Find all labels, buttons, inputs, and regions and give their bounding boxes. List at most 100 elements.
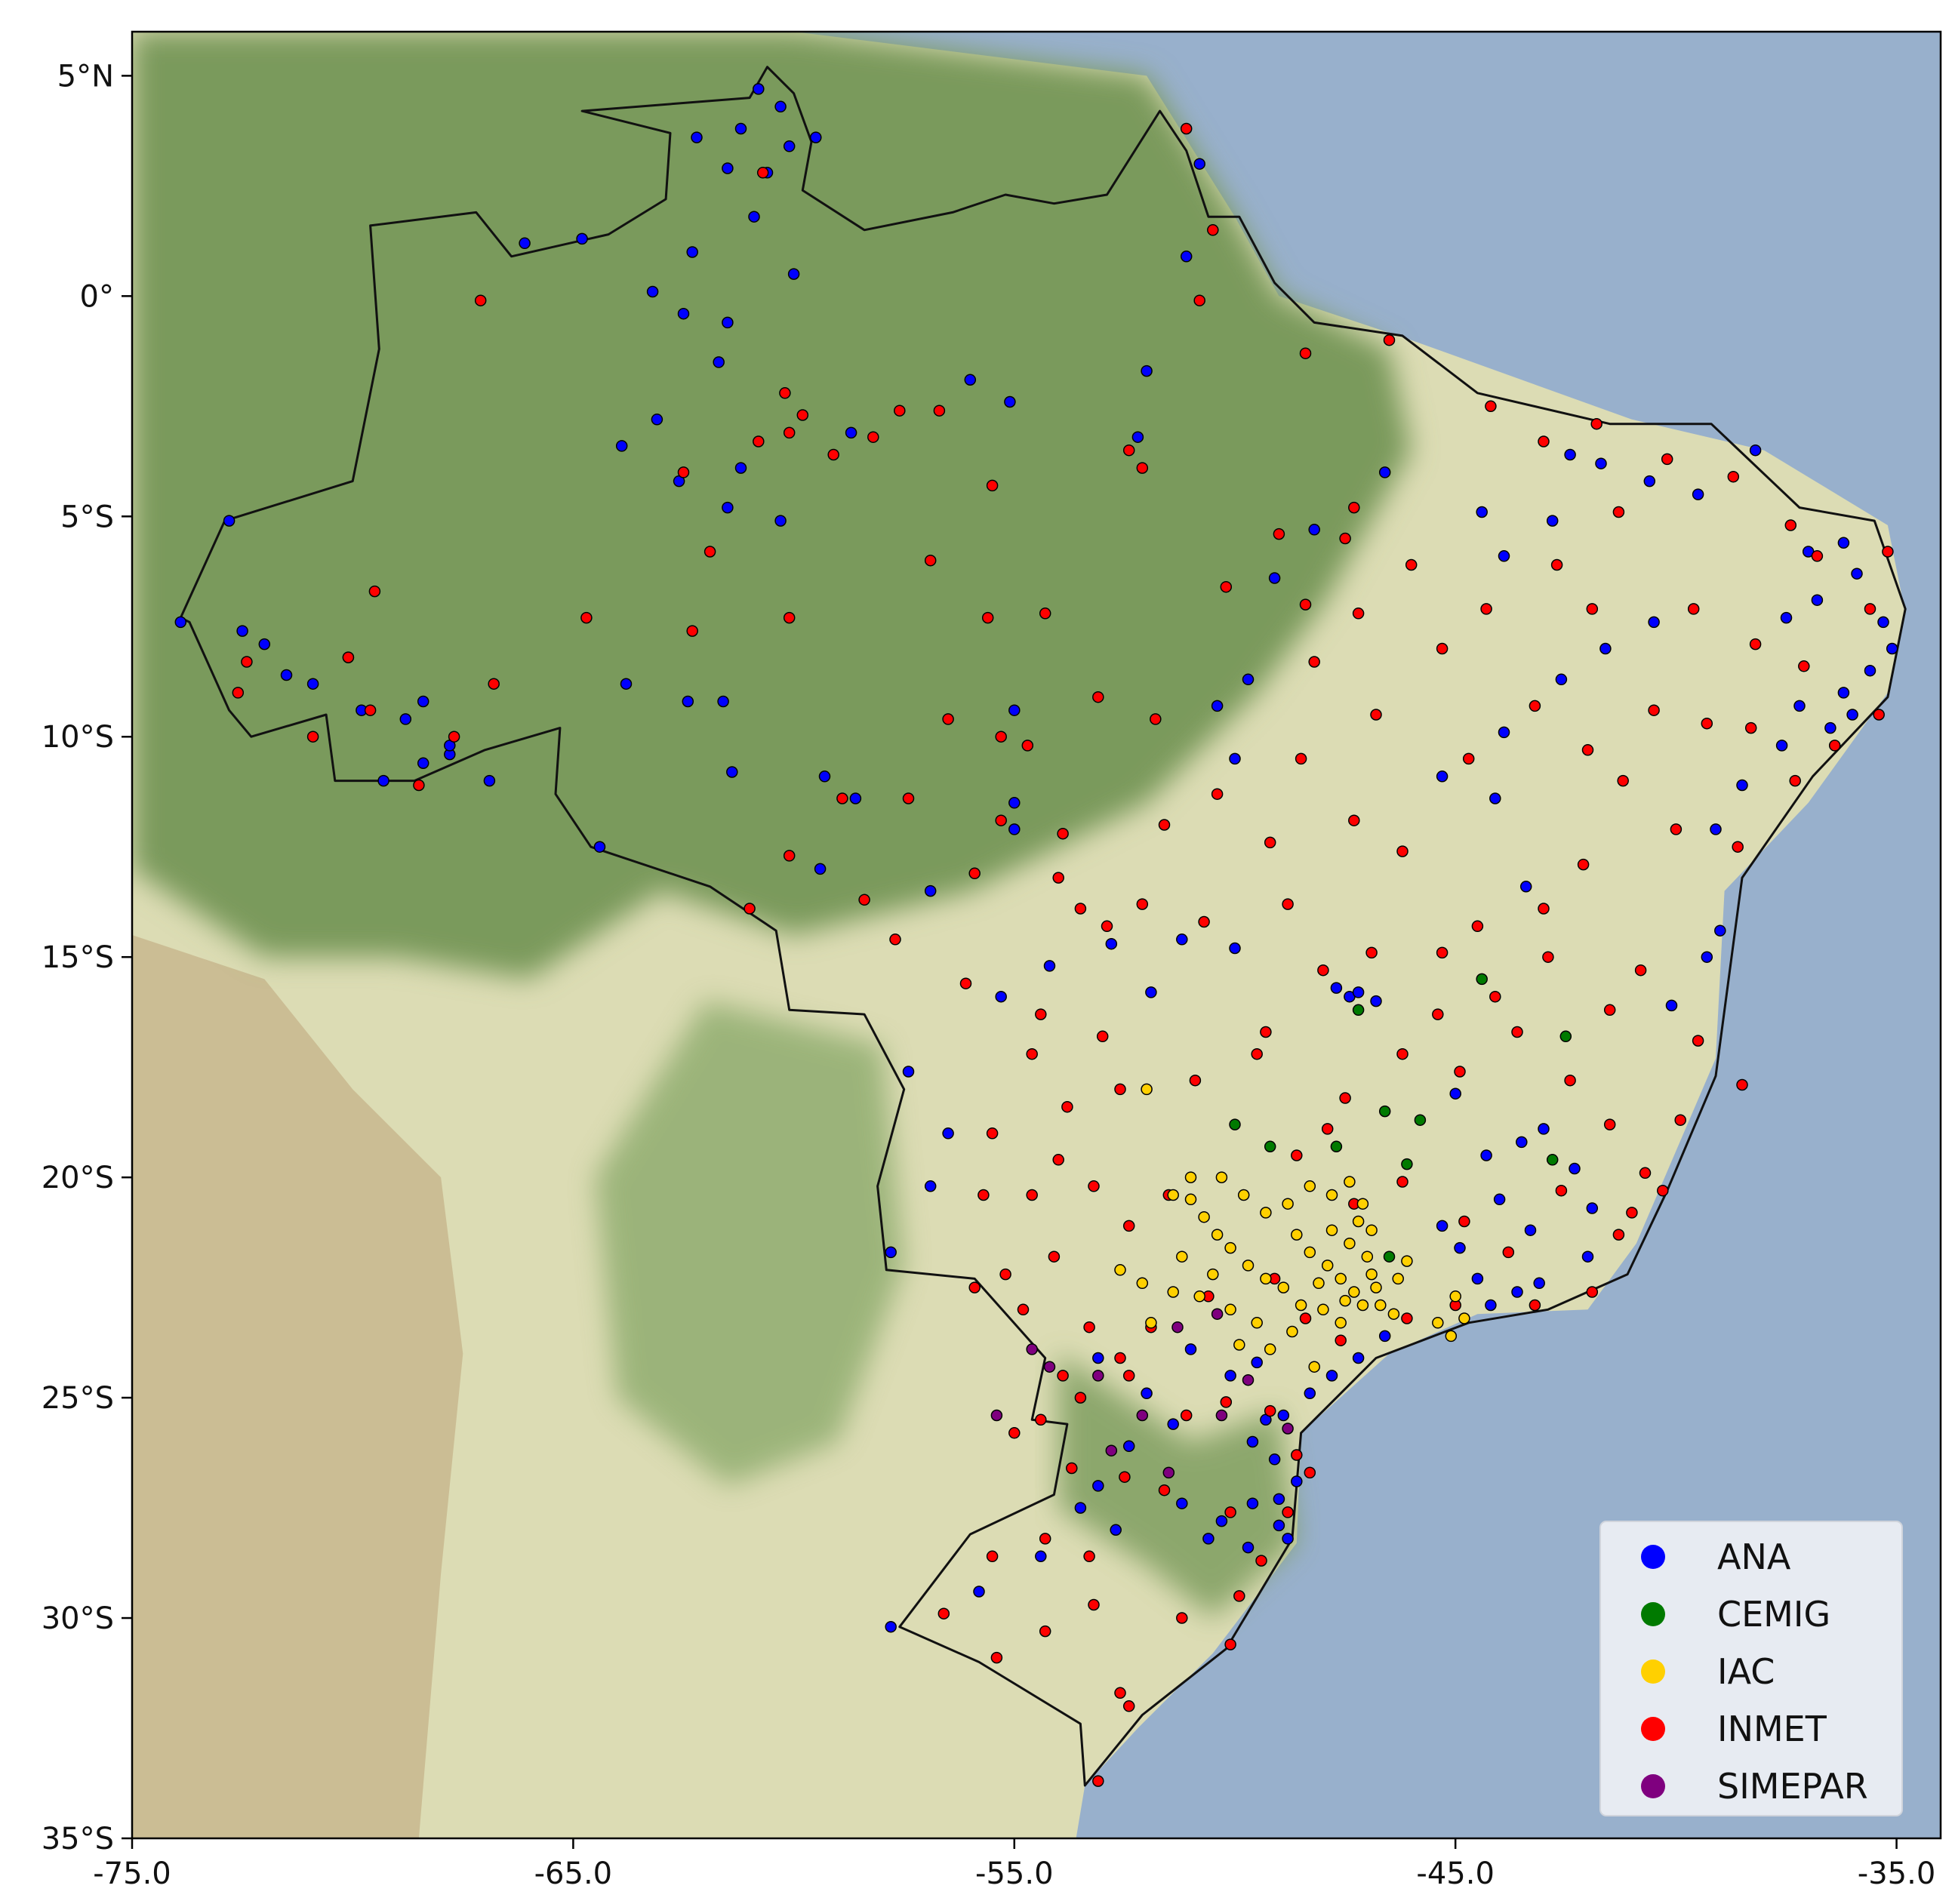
station-ana — [280, 669, 293, 681]
station-points — [174, 83, 1898, 1787]
x-axis: -75.0 -65.0 -55.0 -45.0 -35.0 — [93, 1838, 1935, 1891]
station-ana — [1489, 792, 1501, 804]
station-inmet — [1114, 1687, 1126, 1699]
station-inmet — [1462, 752, 1475, 765]
station-inmet — [241, 656, 253, 668]
station-cemig — [1559, 1030, 1572, 1043]
station-ana — [1184, 1343, 1197, 1355]
legend-label: ANA — [1717, 1536, 1791, 1577]
station-cemig — [1546, 1154, 1559, 1166]
station-inmet — [867, 431, 879, 443]
station-inmet — [1612, 1229, 1625, 1241]
station-ana — [1330, 982, 1343, 994]
station-ana — [1291, 1475, 1303, 1487]
station-ana — [1780, 611, 1793, 624]
station-inmet — [1057, 827, 1069, 840]
station-ana — [1268, 1453, 1281, 1466]
station-ana — [1851, 568, 1863, 580]
station-inmet — [1529, 700, 1541, 712]
legend-label: SIMEPAR — [1717, 1766, 1868, 1807]
station-inmet — [1092, 691, 1104, 703]
station-inmet — [1101, 920, 1113, 933]
station-iac — [1304, 1246, 1316, 1259]
station-ana — [1180, 251, 1193, 263]
station-inmet — [1485, 400, 1497, 413]
station-inmet — [1052, 872, 1064, 884]
station-ana — [1436, 1220, 1449, 1232]
station-inmet — [1736, 1078, 1748, 1091]
station-inmet — [1864, 603, 1876, 615]
station-ana — [417, 695, 429, 708]
station-ana — [236, 625, 248, 637]
station-ana — [734, 122, 747, 135]
station-ana — [1498, 726, 1510, 739]
station-cemig — [1476, 973, 1488, 986]
station-inmet — [1405, 558, 1418, 571]
station-ana — [1519, 881, 1532, 893]
y-tick-label: 15°S — [42, 940, 114, 975]
station-iac — [1224, 1303, 1236, 1316]
station-ana — [1480, 1149, 1492, 1161]
station-inmet — [1339, 532, 1351, 545]
station-ana — [1242, 673, 1255, 686]
station-inmet — [1066, 1462, 1078, 1475]
station-ana — [1824, 721, 1836, 734]
station-inmet — [1603, 1118, 1616, 1130]
station-ana — [885, 1620, 897, 1633]
station-iac — [1387, 1308, 1400, 1320]
station-inmet — [836, 792, 848, 804]
station-inmet — [744, 903, 756, 915]
station-iac — [1344, 1176, 1356, 1188]
station-ana — [1122, 1440, 1135, 1453]
station-ana — [995, 990, 1007, 1003]
station-inmet — [1189, 1074, 1202, 1087]
station-inmet — [1458, 1215, 1470, 1228]
station-inmet — [796, 409, 809, 421]
legend-marker — [1641, 1602, 1665, 1626]
station-ana — [973, 1586, 985, 1598]
station-ana — [717, 695, 729, 708]
station-iac — [1114, 1264, 1126, 1276]
station-iac — [1325, 1189, 1338, 1201]
station-inmet — [1811, 550, 1824, 562]
station-inmet — [1026, 1189, 1038, 1201]
station-inmet — [1074, 1392, 1087, 1404]
station-inmet — [779, 387, 791, 399]
legend-label: INMET — [1717, 1709, 1827, 1749]
station-inmet — [1529, 1299, 1541, 1312]
station-ana — [377, 774, 389, 787]
station-ana — [1352, 986, 1365, 998]
station-inmet — [1489, 990, 1501, 1003]
station-inmet — [1136, 462, 1149, 474]
y-tick-label: 0° — [80, 279, 114, 314]
legend-marker — [1641, 1659, 1665, 1684]
station-ana — [783, 140, 796, 152]
station-simepar — [1136, 1409, 1149, 1422]
station-ana — [646, 285, 659, 298]
station-inmet — [968, 1281, 981, 1293]
station-ana — [1569, 1162, 1581, 1175]
station-inmet — [1701, 717, 1713, 730]
station-inmet — [1577, 858, 1590, 871]
station-ana — [651, 414, 663, 426]
station-inmet — [1321, 1123, 1334, 1135]
station-inmet — [1061, 1100, 1073, 1113]
station-inmet — [1732, 841, 1744, 853]
station-inmet — [1088, 1180, 1100, 1192]
station-inmet — [686, 625, 698, 637]
station-ana — [1092, 1480, 1104, 1492]
station-ana — [1141, 1387, 1153, 1400]
station-ana — [593, 841, 606, 853]
station-inmet — [1581, 744, 1594, 756]
station-inmet — [1396, 1047, 1409, 1060]
station-ana — [845, 426, 857, 439]
station-ana — [1516, 1136, 1528, 1149]
station-ana — [1224, 1370, 1236, 1382]
station-ana — [1167, 1418, 1179, 1430]
station-iac — [1136, 1277, 1149, 1290]
station-iac — [1291, 1229, 1303, 1241]
station-inmet — [933, 404, 946, 417]
map-plot-area — [132, 32, 1941, 1838]
station-iac — [1211, 1229, 1224, 1241]
station-ana — [1648, 616, 1660, 629]
